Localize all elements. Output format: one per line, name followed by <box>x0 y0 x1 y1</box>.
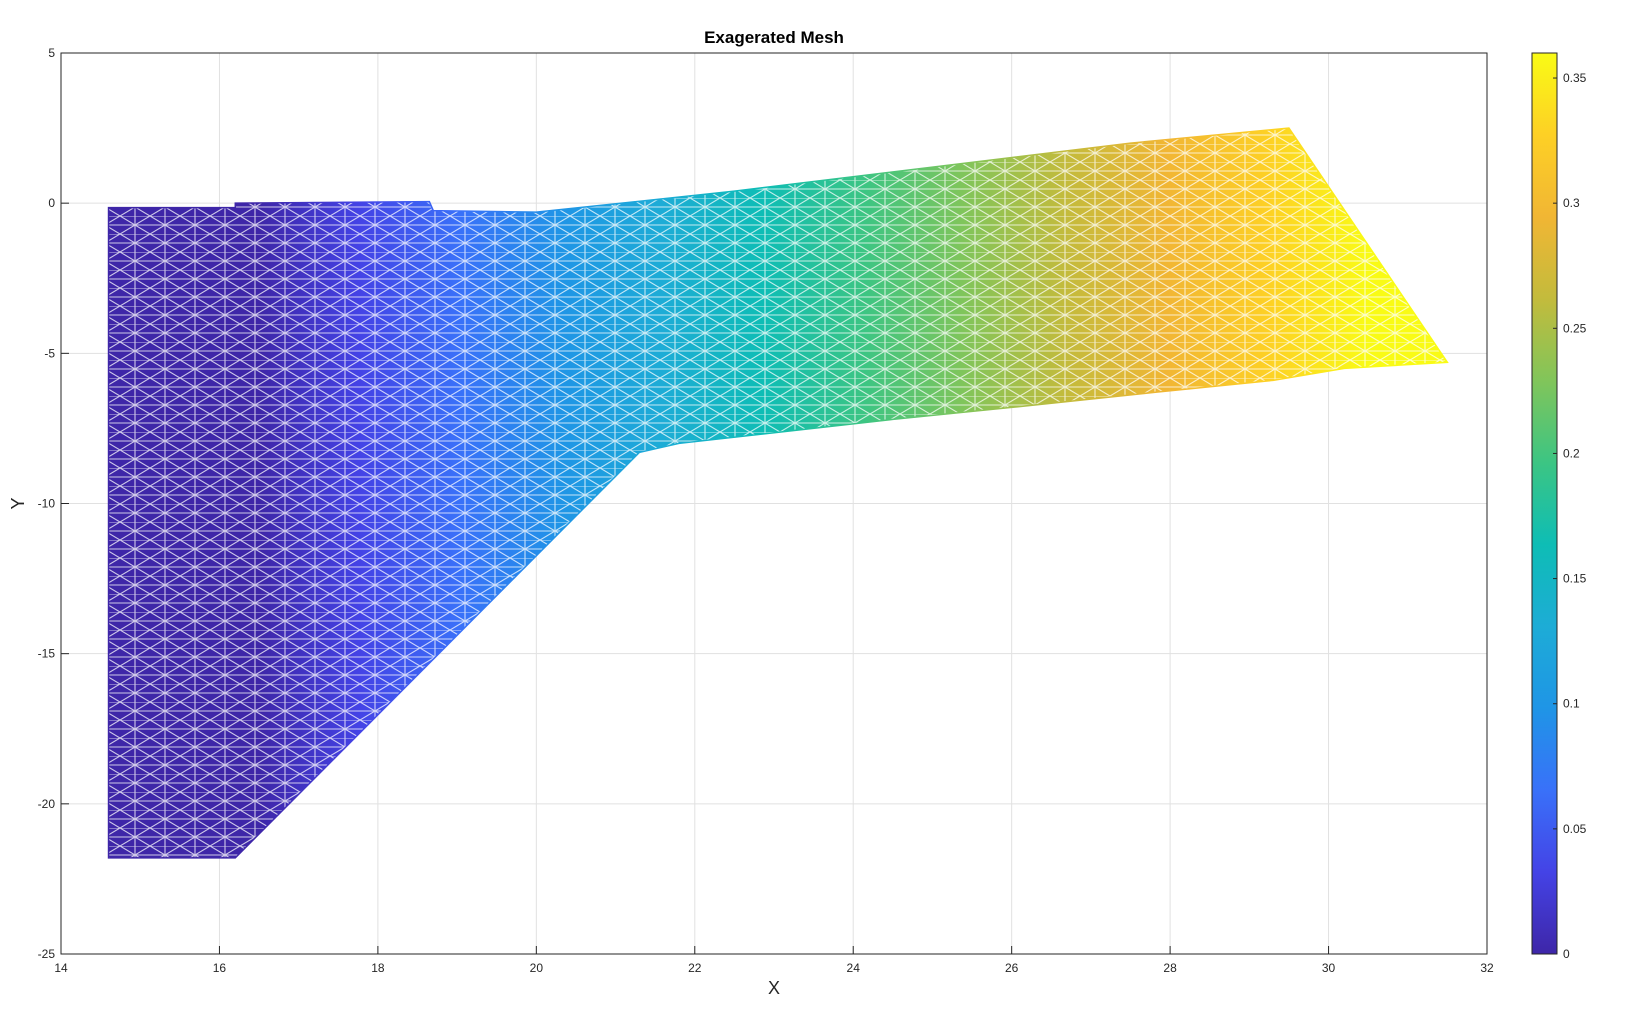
x-tick-label: 16 <box>213 961 227 975</box>
x-tick-label: 22 <box>688 961 702 975</box>
y-tick-label: -25 <box>38 947 56 961</box>
x-axis-label: X <box>768 978 780 998</box>
x-tick-label: 14 <box>54 961 68 975</box>
chart-title: Exagerated Mesh <box>704 28 844 47</box>
colorbar-gradient <box>1531 52 1558 955</box>
colorbar-tick-label: 0.15 <box>1563 572 1587 586</box>
x-tick-label: 32 <box>1480 961 1494 975</box>
y-tick-label: 0 <box>48 196 55 210</box>
mesh-boundary <box>107 127 1449 859</box>
y-axis-label: Y <box>8 497 28 509</box>
x-tick-label: 26 <box>1005 961 1019 975</box>
x-tick-label: 20 <box>530 961 544 975</box>
colorbar-tick-label: 0.1 <box>1563 697 1580 711</box>
axes: 14 16 18 20 22 24 26 28 30 32 -25 -20 -15 -10 -5 0 5 <box>38 46 1494 975</box>
y-ticks: -25 -20 -15 -10 -5 0 5 <box>38 46 69 961</box>
colorbar-tick-label: 0 <box>1563 947 1570 961</box>
y-tick-label: -15 <box>38 647 56 661</box>
colorbar: 0 0.05 0.1 0.15 0.2 0.25 0.3 0.35 <box>1531 52 1587 961</box>
mesh-triangulation <box>108 128 1448 858</box>
colorbar-tick-label: 0.2 <box>1563 446 1580 460</box>
y-tick-label: -20 <box>38 797 56 811</box>
colorbar-tick-label: 0.25 <box>1563 321 1587 335</box>
x-tick-label: 24 <box>847 961 861 975</box>
y-tick-label: -10 <box>38 497 56 511</box>
x-ticks: 14 16 18 20 22 24 26 28 30 32 <box>54 946 1494 975</box>
colorbar-tick-label: 0.3 <box>1563 196 1580 210</box>
x-tick-label: 30 <box>1322 961 1336 975</box>
colorbar-ticks: 0 0.05 0.1 0.15 0.2 0.25 0.3 0.35 <box>1553 71 1587 961</box>
colorbar-tick-label: 0.05 <box>1563 822 1587 836</box>
x-tick-label: 18 <box>371 961 385 975</box>
x-tick-label: 28 <box>1163 961 1177 975</box>
y-tick-label: -5 <box>44 346 55 360</box>
mesh <box>107 127 1449 859</box>
colorbar-tick-label: 0.35 <box>1563 71 1587 85</box>
y-tick-label: 5 <box>48 46 55 60</box>
